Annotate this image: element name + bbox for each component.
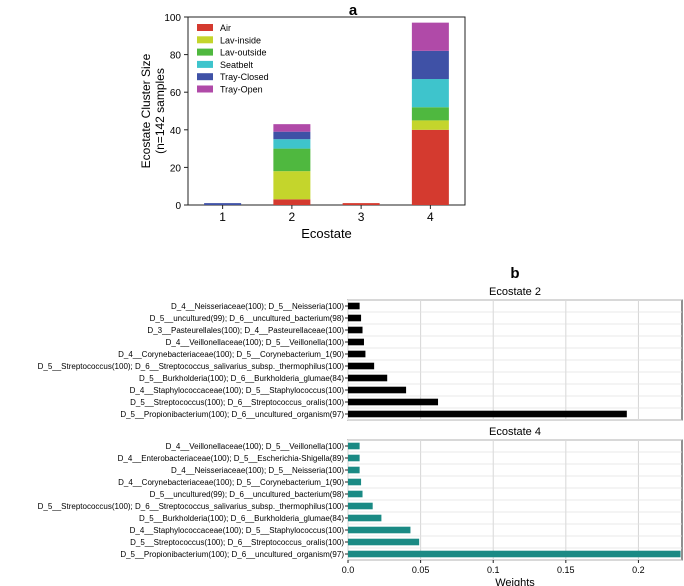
weights-chart-ecostate-4: Ecostate 4 D_4__Veillonellaceae(100); D_5… — [38, 426, 683, 586]
panel-label-a: a — [349, 2, 358, 19]
y-tick-label: 20 — [170, 163, 182, 174]
category-label: D_5__Propionibacterium(100); D_6__uncult… — [120, 550, 344, 559]
bar — [348, 410, 627, 418]
category-label: D_5__uncultured(99); D_6__uncultured_bac… — [150, 490, 345, 499]
bar — [348, 550, 681, 558]
bar — [348, 478, 362, 486]
category-label: D_5__Streptococcus(100); D_6__Streptococ… — [38, 502, 345, 511]
bar-segment-tray-closed-1 — [204, 203, 242, 205]
y-tick-label: 0 — [175, 201, 181, 212]
y-tick-label: 80 — [170, 51, 182, 62]
legend-label-tray-open: Tray-Open — [220, 85, 263, 95]
category-label: D_4__Staphylococcaceae(100); D_5__Staphy… — [130, 386, 345, 395]
category-label: D_5__Streptococcus(100); D_6__Streptococ… — [130, 398, 344, 407]
x-tick-label: 0.0 — [342, 565, 355, 575]
chart-title: Ecostate 4 — [489, 426, 541, 438]
bar — [348, 466, 360, 474]
bar — [348, 326, 363, 334]
category-label: D_4__Veillonellaceae(100); D_5__Veillone… — [166, 338, 345, 347]
legend-label-lav-inside: Lav-inside — [220, 35, 261, 45]
category-label: D_4__Neisseriaceae(100); D_5__Neisseria(… — [171, 302, 344, 311]
y-tick-label: 60 — [170, 88, 182, 99]
bar-segment-air-2 — [273, 199, 311, 205]
category-label: D_4__Corynebacteriaceae(100); D_5__Coryn… — [118, 478, 344, 487]
category-label: D_5__Burkholderia(100); D_6__Burkholderi… — [139, 374, 344, 383]
x-axis-label: Ecostate — [301, 226, 352, 241]
x-tick-label: 2 — [289, 210, 296, 224]
bar-segment-lav-inside-2 — [273, 171, 311, 200]
bar-segment-tray-open-2 — [273, 124, 311, 132]
bar — [348, 490, 363, 498]
bar-segment-lav-inside-4 — [411, 120, 449, 130]
legend-label-air: Air — [220, 23, 231, 33]
category-label: D_5__Propionibacterium(100); D_6__uncult… — [120, 410, 344, 419]
x-tick-label: 0.1 — [487, 565, 500, 575]
x-tick-label: 0.05 — [412, 565, 430, 575]
legend-swatch-tray-open — [197, 85, 213, 93]
bar — [348, 502, 373, 510]
category-label: D_4__Staphylococcaceae(100); D_5__Staphy… — [130, 526, 345, 535]
legend-label-seatbelt: Seatbelt — [220, 60, 254, 70]
bar-segment-air-4 — [411, 129, 449, 205]
bar-segment-air-3 — [342, 203, 380, 205]
legend-swatch-seatbelt — [197, 60, 213, 68]
x-tick-label: 3 — [358, 210, 365, 224]
bar — [348, 398, 439, 406]
category-label: D_5__Streptococcus(100); D_6__Streptococ… — [130, 538, 344, 547]
category-label: D_4__Enterobacteriaceae(100); D_5__Esche… — [118, 454, 345, 463]
y-tick-label: 40 — [170, 126, 182, 137]
x-axis-label: Weights — [495, 577, 535, 586]
bar-segment-tray-open-4 — [411, 22, 449, 51]
legend-label-lav-outside: Lav-outside — [220, 48, 267, 58]
bar — [348, 350, 366, 358]
category-label: D_5__Burkholderia(100); D_6__Burkholderi… — [139, 514, 344, 523]
category-label: D_5__Streptococcus(100); D_6__Streptococ… — [38, 362, 345, 371]
weights-chart-ecostate-2: Ecostate 2 D_4__Neisseriaceae(100); D_5__… — [38, 286, 683, 421]
bar — [348, 362, 375, 370]
bar-segment-tray-closed-2 — [273, 131, 311, 140]
bar — [348, 442, 360, 450]
x-tick-label: 0.2 — [632, 565, 645, 575]
panel-label-b: b — [510, 265, 519, 282]
legend-swatch-lav-inside — [197, 36, 213, 44]
bar — [348, 338, 364, 346]
bar — [348, 538, 420, 546]
category-label: D_4__Veillonellaceae(100); D_5__Veillone… — [166, 442, 345, 451]
chart-title: Ecostate 2 — [489, 286, 541, 298]
legend-swatch-air — [197, 24, 213, 31]
bar-segment-tray-closed-4 — [411, 50, 449, 80]
bar — [348, 302, 360, 310]
y-tick-label: 100 — [164, 13, 181, 24]
legend-label-tray-closed: Tray-Closed — [220, 72, 269, 82]
x-tick-label: 0.15 — [557, 565, 575, 575]
stacked-bar-chart: 0 20 40 60 80 100 1 2 3 4 Ecostate Ecostate Cluster… — [139, 13, 466, 241]
x-tick-label: 1 — [219, 210, 226, 224]
category-label: D_4__Neisseriaceae(100); D_5__Neisseria(… — [171, 466, 344, 475]
bar — [348, 514, 382, 522]
plot-frame — [187, 16, 466, 206]
category-label: D_3__Pasteurellales(100); D_4__Pasteurel… — [147, 326, 344, 335]
bar — [348, 314, 362, 322]
y-axis-label-line-2: (n=142 samples — [153, 68, 167, 154]
bar-segment-seatbelt-4 — [411, 79, 449, 108]
category-label: D_5__uncultured(99); D_6__uncultured_bac… — [150, 314, 345, 323]
category-label: D_4__Corynebacteriaceae(100); D_5__Coryn… — [118, 350, 344, 359]
y-axis-label-line-1: Ecostate Cluster Size — [139, 53, 153, 168]
bar-segment-lav-outside-2 — [273, 148, 311, 172]
bar — [348, 386, 407, 394]
bar — [348, 454, 360, 462]
bar — [348, 526, 411, 534]
bar-segment-seatbelt-2 — [273, 139, 311, 149]
legend-swatch-lav-outside — [197, 48, 213, 56]
x-tick-label: 4 — [427, 210, 434, 224]
bar-segment-lav-outside-4 — [411, 107, 449, 121]
legend-swatch-tray-closed — [197, 73, 213, 81]
bar — [348, 374, 388, 382]
